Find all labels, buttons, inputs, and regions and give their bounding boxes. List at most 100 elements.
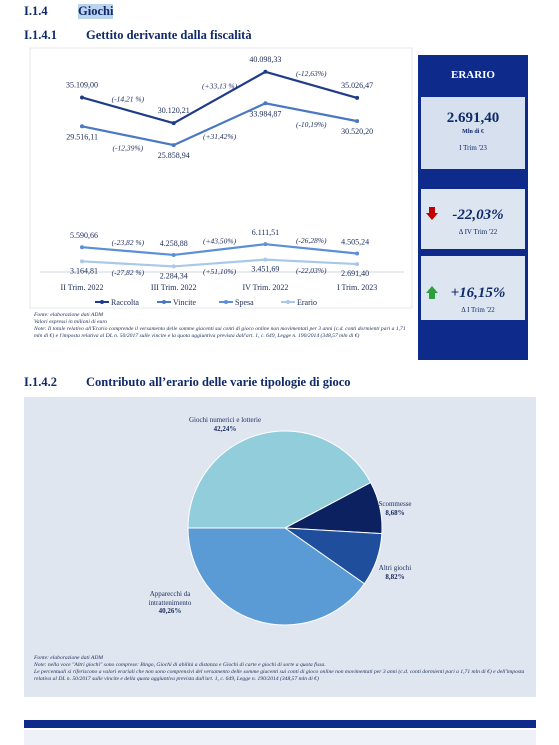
direction-arrow	[426, 207, 438, 220]
data-label: 40.098,33	[249, 55, 281, 64]
point	[80, 245, 84, 250]
data-label: 35.026,47	[341, 81, 373, 90]
data-label: 5.590,66	[70, 231, 98, 240]
note: Fonte: elaborazione dati ADM	[34, 312, 104, 318]
data-label: 25.858,94	[158, 151, 190, 160]
data-label: 3.164,81	[70, 266, 98, 275]
change-label: (+43,50%)	[203, 237, 237, 246]
point	[171, 264, 176, 269]
footer-box	[24, 730, 536, 745]
series-line	[81, 243, 358, 257]
change-label: (-22,03%)	[296, 266, 327, 275]
note: Note: Il totale relativo all'Erario comp…	[34, 326, 406, 339]
slice-value: 8,68%	[385, 508, 405, 517]
point	[355, 262, 360, 267]
data-label: 29.516,11	[66, 132, 98, 141]
change-label: (-27,82 %)	[112, 268, 145, 277]
series-line	[81, 258, 358, 268]
chart-notes: Fonte: elaborazione dati ADM Valori espr…	[34, 312, 412, 340]
side-title: ERARIO	[451, 69, 495, 81]
change-label: (-12,39%)	[113, 144, 144, 153]
side-box	[421, 97, 525, 169]
note: Valori espressi in milioni di euro	[34, 319, 108, 325]
slice-value: 40,26%	[158, 607, 182, 615]
side-box	[421, 256, 525, 320]
slice-value: 42,24%	[213, 424, 237, 433]
subsection-title: Gettito derivante dalla fiscalità	[86, 28, 252, 42]
change-label: (+33,13 %)	[202, 81, 238, 90]
point	[355, 95, 360, 100]
side-box	[421, 189, 525, 249]
slice-name: Apparecchi da intrattenimento	[148, 590, 192, 607]
change-label: Δ I Trim '22	[461, 306, 495, 314]
x-tick-label: I Trim. 2023	[337, 283, 377, 292]
legend-label: Vincite	[173, 298, 197, 307]
legend-label: Spesa	[235, 298, 254, 307]
change-label: (+31,42%)	[203, 132, 237, 141]
legend-label: Erario	[297, 298, 317, 307]
point	[263, 257, 268, 262]
point	[80, 124, 84, 129]
slice-name: Scommesse	[378, 500, 412, 508]
change-label: (-14,21 %)	[112, 94, 145, 103]
section-title: Giochi	[78, 4, 114, 19]
note: Fonte: elaborazione dati ADM	[34, 655, 104, 661]
point	[263, 242, 268, 247]
pie-slice	[187, 527, 366, 626]
series-line	[81, 102, 358, 147]
side-unit: Mln di €	[462, 129, 484, 135]
slice-label: Altri giochi 8,82%	[365, 564, 425, 581]
legend-marker	[100, 300, 104, 304]
data-label: 4.505,24	[341, 238, 369, 247]
data-label: 35.109,00	[66, 80, 98, 89]
subsection-number: I.1.4.1	[24, 28, 57, 42]
note: Le percentuali si riferiscono a valori e…	[34, 669, 525, 682]
point	[171, 121, 176, 126]
point	[80, 259, 84, 264]
data-label: 30.120,21	[158, 106, 190, 115]
data-label: 2.284,34	[160, 271, 188, 280]
side-value: 2.691,40	[447, 110, 500, 126]
data-label: 4.258,88	[160, 239, 188, 248]
change-label: (+51,10%)	[203, 267, 237, 276]
legend-marker	[162, 300, 166, 304]
x-tick-label: II Trim. 2022	[61, 283, 104, 292]
change-label: Δ IV Trim '22	[459, 228, 498, 236]
slice-name: Altri giochi	[378, 564, 412, 572]
point	[80, 95, 84, 100]
slice-label: Giochi numerici e lotterie 42,24%	[170, 416, 280, 433]
change-label: (-23,82 %)	[112, 238, 145, 247]
point	[263, 69, 268, 74]
section-number: I.1.4	[24, 4, 48, 18]
data-label: 3.451,69	[251, 265, 279, 274]
series-line	[81, 70, 358, 125]
point	[171, 252, 176, 257]
slice-label: Scommesse 8,68%	[365, 500, 425, 517]
data-label: 33.984,87	[249, 109, 281, 118]
slice-value: 8,82%	[385, 572, 405, 581]
side-period: I Trim '23	[459, 144, 487, 152]
pie-slice	[187, 430, 372, 529]
change-value: -22,03%	[452, 207, 503, 223]
note: Note: nella voce "Altri giochi" sono com…	[34, 662, 326, 668]
direction-arrow	[426, 286, 438, 299]
data-label: 6.111,51	[252, 228, 279, 237]
legend-label: Raccolta	[111, 298, 139, 307]
x-tick-label: IV Trim. 2022	[242, 283, 288, 292]
footer-bar	[24, 720, 536, 728]
data-label: 30.520,20	[341, 127, 373, 136]
data-label: 2.691,40	[341, 269, 369, 278]
subsection-number: I.1.4.2	[24, 375, 57, 389]
point	[355, 251, 360, 256]
change-label: (-12,63%)	[296, 69, 327, 78]
legend-marker	[224, 300, 228, 304]
slice-name: Giochi numerici e lotterie	[188, 416, 262, 424]
change-value: +16,15%	[451, 285, 506, 301]
x-tick-label: III Trim. 2022	[151, 283, 197, 292]
subsection-title: Contributo all’erario delle varie tipolo…	[86, 375, 351, 389]
change-label: (-26,28%)	[296, 236, 327, 245]
change-label: (-10,19%)	[296, 120, 327, 129]
legend-marker	[286, 300, 290, 304]
